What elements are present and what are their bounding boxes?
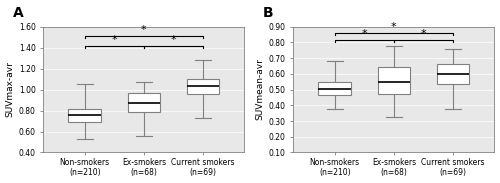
Y-axis label: SUVmean-avr: SUVmean-avr (256, 59, 264, 120)
PathPatch shape (437, 64, 470, 84)
PathPatch shape (378, 67, 410, 94)
Text: *: * (391, 22, 396, 32)
Text: B: B (263, 6, 274, 20)
Text: A: A (13, 6, 24, 20)
PathPatch shape (68, 109, 101, 122)
PathPatch shape (318, 83, 351, 95)
Text: *: * (362, 29, 367, 39)
Text: *: * (141, 25, 146, 35)
Text: *: * (420, 29, 426, 39)
Text: *: * (112, 35, 117, 45)
Text: *: * (170, 35, 176, 45)
PathPatch shape (187, 79, 220, 94)
PathPatch shape (128, 93, 160, 112)
Y-axis label: SUVmax-avr: SUVmax-avr (6, 62, 15, 117)
